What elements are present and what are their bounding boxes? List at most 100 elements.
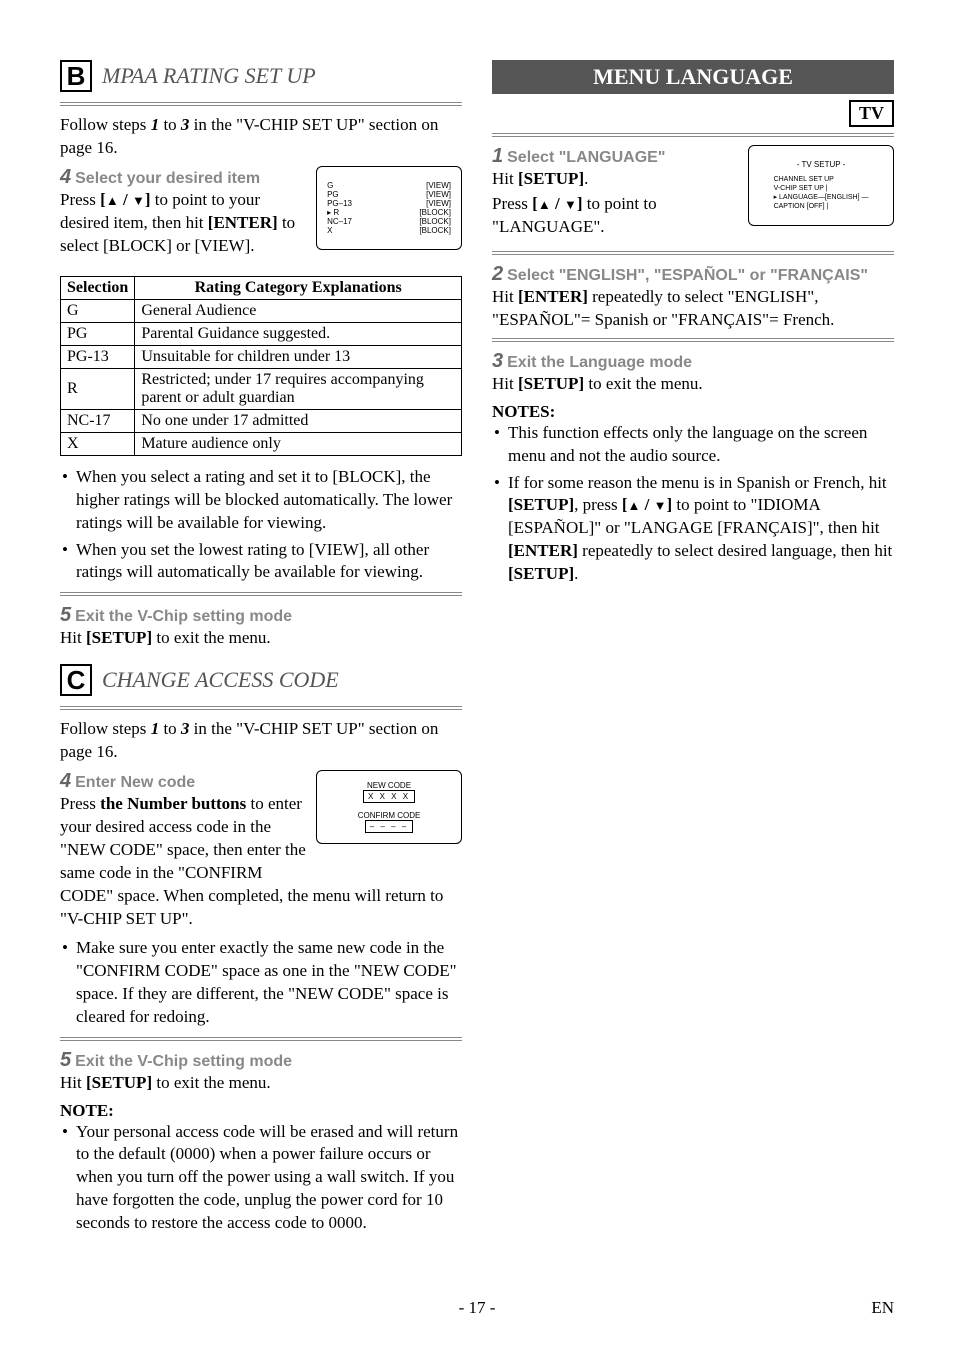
step-num: 5 [60,1049,71,1071]
sr-l: PG–13 [327,199,352,208]
note-label: NOTE: [60,1101,462,1121]
mpaa-step4-body: Press [ / ] to point to your desired ite… [60,189,308,258]
ratings-screen-wrap: G[VIEW] PG[VIEW] PG–13[VIEW] ▸ R[BLOCK] … [316,166,462,250]
down-arrow-icon [132,190,145,209]
lang-notes-list: This function effects only the language … [492,422,894,587]
footer-en: EN [871,1298,894,1318]
table-row: PGParental Guidance suggested. [61,322,462,345]
divider [60,1037,462,1041]
sr-r: [BLOCK] [419,208,451,217]
table-row: RRestricted; under 17 requires accompany… [61,368,462,409]
lang-step3-body: Hit [SETUP] to exit the menu. [492,373,894,396]
sr-r: [VIEW] [426,181,451,190]
td-sel: G [61,299,135,322]
mpaa-notes-list: When you select a rating and set it to [… [60,466,462,585]
divider [492,133,894,137]
confirm-code-label: CONFIRM CODE [323,811,455,820]
right-column: MENU LANGUAGE TV 1 Select "LANGUAGE" Hit… [492,60,894,1243]
sr-l: X [327,226,332,235]
tv-setup-title: - TV SETUP - [759,160,883,169]
list-item: This function effects only the language … [492,422,894,468]
new-code-value: X X X X [363,790,415,803]
table-row: NC-17No one under 17 admitted [61,409,462,432]
sr-l: R [333,208,339,217]
code-step4-row: 4 Enter New code Press the Number button… [60,770,462,885]
lang-step1-text: 1 Select "LANGUAGE" Hit [SETUP]. Press [… [492,145,740,245]
mpaa-intro: Follow steps 1 to 3 in the "V-CHIP SET U… [60,114,462,160]
td-exp: Mature audience only [135,432,462,455]
code-step4-body: Press the Number buttons to enter your d… [60,793,308,885]
step-num: 3 [492,350,503,372]
code-screen: NEW CODE X X X X CONFIRM CODE – – – – [316,770,462,844]
td-exp: General Audience [135,299,462,322]
notes-label: NOTES: [492,402,894,422]
step-num: 4 [60,770,71,792]
sr-r: [VIEW] [426,199,451,208]
step-header: 1 Select "LANGUAGE" [492,145,740,168]
letter-box-b: B [60,60,92,92]
mpaa-step5-header: 5 Exit the V-Chip setting mode [60,604,462,627]
list-item: Your personal access code will be erased… [60,1121,462,1236]
mpaa-step5-body: Hit [SETUP] to exit the menu. [60,627,462,650]
menu-item: ▸ LANGUAGE—[ENGLISH] — [774,193,869,202]
code-screen-wrap: NEW CODE X X X X CONFIRM CODE – – – – [316,770,462,844]
tv-setup-menu: CHANNEL SET UP V-CHIP SET UP | ▸ LANGUAG… [774,175,869,211]
new-code-label: NEW CODE [323,781,455,790]
td-sel: PG [61,322,135,345]
tv-badge: TV [849,100,894,127]
code-intro: Follow steps 1 to 3 in the "V-CHIP SET U… [60,718,462,764]
step-title: Select "ENGLISH", "ESPAÑOL" or "FRANÇAIS… [507,267,868,284]
mpaa-step4-text: 4 Select your desired item Press [ / ] t… [60,166,308,264]
td-exp: No one under 17 admitted [135,409,462,432]
divider [492,251,894,255]
page-number: - 17 - [459,1298,496,1317]
letter-box-c: C [60,664,92,696]
table-row: PG-13Unsuitable for children under 13 [61,345,462,368]
step-title: Select your desired item [75,170,260,187]
td-exp: Unsuitable for children under 13 [135,345,462,368]
lang-step2-body: Hit [ENTER] repeatedly to select "ENGLIS… [492,286,894,332]
sr-l: PG [327,190,339,199]
step-header: 4 Enter New code [60,770,308,793]
list-item: Make sure you enter exactly the same new… [60,937,462,1029]
up-arrow-icon [106,190,119,209]
step-num: 5 [60,604,71,626]
menu-item: CAPTION [OFF] | [774,202,869,211]
code-bullet-list: Make sure you enter exactly the same new… [60,937,462,1029]
step-title: Select "LANGUAGE" [507,149,665,166]
down-arrow-icon [564,194,577,213]
section-c-heading: C CHANGE ACCESS CODE [60,664,462,696]
ratings-screen: G[VIEW] PG[VIEW] PG–13[VIEW] ▸ R[BLOCK] … [316,166,462,250]
step-num: 1 [492,145,503,167]
td-sel: R [61,368,135,409]
td-exp: Parental Guidance suggested. [135,322,462,345]
sr-r: [BLOCK] [419,226,451,235]
sr-r: [BLOCK] [419,217,451,226]
code-step5-body: Hit [SETUP] to exit the menu. [60,1072,462,1095]
menu-language-heading: MENU LANGUAGE [492,60,894,94]
td-exp: Restricted; under 17 requires accompanyi… [135,368,462,409]
table-header-row: Selection Rating Category Explanations [61,276,462,299]
th-selection: Selection [61,276,135,299]
divider [60,592,462,596]
lang-step1-body1: Hit [SETUP]. [492,168,740,191]
lang-step2-header: 2 Select "ENGLISH", "ESPAÑOL" or "FRANÇA… [492,263,894,286]
step-header: 4 Select your desired item [60,166,308,189]
sr-r: [VIEW] [426,190,451,199]
list-item: When you select a rating and set it to [… [60,466,462,535]
step-title: Exit the V-Chip setting mode [75,608,292,625]
section-b-title: MPAA RATING SET UP [102,63,316,89]
page-footer: - 17 - EN [0,1298,954,1318]
table-row: XMature audience only [61,432,462,455]
menu-item: V-CHIP SET UP | [774,184,869,193]
page-container: B MPAA RATING SET UP Follow steps 1 to 3… [60,60,894,1243]
sr-l: G [327,181,333,190]
sr-l: NC–17 [327,217,352,226]
th-explanation: Rating Category Explanations [135,276,462,299]
code-step5-header: 5 Exit the V-Chip setting mode [60,1049,462,1072]
divider [60,102,462,106]
rating-table: Selection Rating Category Explanations G… [60,276,462,456]
mpaa-step4-row: 4 Select your desired item Press [ / ] t… [60,166,462,264]
confirm-code-value: – – – – [365,820,413,833]
up-arrow-icon [628,495,641,514]
